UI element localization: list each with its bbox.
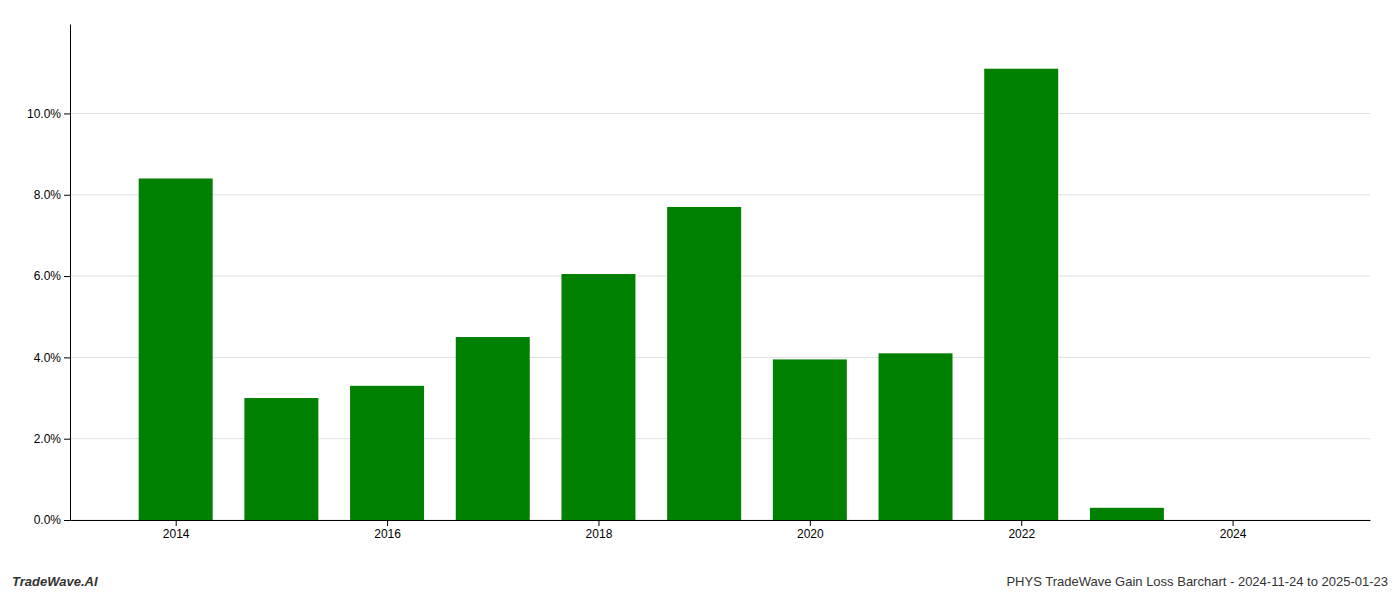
bars [139,69,1164,520]
y-tick-mark [64,113,70,114]
y-tick-mark [64,276,70,277]
y-axis: 0.0% 2.0% 4.0% 6.0% 8.0% 10.0% [27,25,71,528]
footer-left: TradeWave.AI [12,574,98,589]
y-tick: 10.0% [27,107,70,121]
bar [667,207,741,520]
x-tick-mark [598,520,599,526]
y-tick-label: 8.0% [34,188,62,202]
x-tick: 2020 [797,520,824,541]
y-tick-mark [64,195,70,196]
grid-line [70,194,1370,195]
bar [350,386,424,520]
x-tick-mark [1233,520,1234,526]
bar [139,178,213,520]
x-tick-mark [1021,520,1022,526]
bar [561,274,635,520]
x-tick-label: 2014 [163,527,190,541]
x-tick: 2014 [163,520,190,541]
bar [244,398,318,520]
y-tick-mark [64,357,70,358]
y-tick-mark [64,520,70,521]
x-tick: 2022 [1008,520,1035,541]
x-axis-line [71,520,1371,521]
y-tick: 4.0% [34,351,70,365]
bar [456,337,530,520]
x-tick-mark [810,520,811,526]
x-tick-mark [387,520,388,526]
y-tick-mark [64,439,70,440]
y-tick: 2.0% [34,432,70,446]
y-tick: 8.0% [34,188,70,202]
bar [1196,520,1270,521]
footer-right: PHYS TradeWave Gain Loss Barchart - 2024… [1006,574,1388,589]
bar [1090,508,1164,520]
y-tick: 0.0% [34,513,70,527]
plot: 0.0% 2.0% 4.0% 6.0% 8.0% 10.0% 2014 2016 2018 202… [27,25,1371,541]
y-tick-label: 10.0% [27,107,61,121]
y-tick-label: 0.0% [34,513,62,527]
x-tick: 2018 [586,520,613,541]
x-tick-label: 2020 [797,527,824,541]
x-tick: 2024 [1220,520,1247,541]
chart-svg: 0.0% 2.0% 4.0% 6.0% 8.0% 10.0% 2014 2016 2018 202… [0,0,1400,600]
chart-container: 0.0% 2.0% 4.0% 6.0% 8.0% 10.0% 2014 2016 2018 202… [0,0,1400,600]
x-tick-label: 2016 [374,527,401,541]
y-tick: 6.0% [34,269,70,283]
y-axis-line [70,25,71,521]
y-tick-label: 2.0% [34,432,62,446]
x-tick-label: 2018 [586,527,613,541]
x-tick-mark [176,520,177,526]
bar [773,359,847,520]
bar [879,353,953,520]
y-tick-label: 4.0% [34,351,62,365]
grid-line [70,113,1370,114]
y-tick-label: 6.0% [34,269,62,283]
grid [70,113,1370,520]
x-tick-label: 2022 [1008,527,1035,541]
x-axis: 2014 2016 2018 2020 2022 2024 [71,520,1371,541]
x-tick: 2016 [374,520,401,541]
bar [984,69,1058,520]
x-tick-label: 2024 [1220,527,1247,541]
